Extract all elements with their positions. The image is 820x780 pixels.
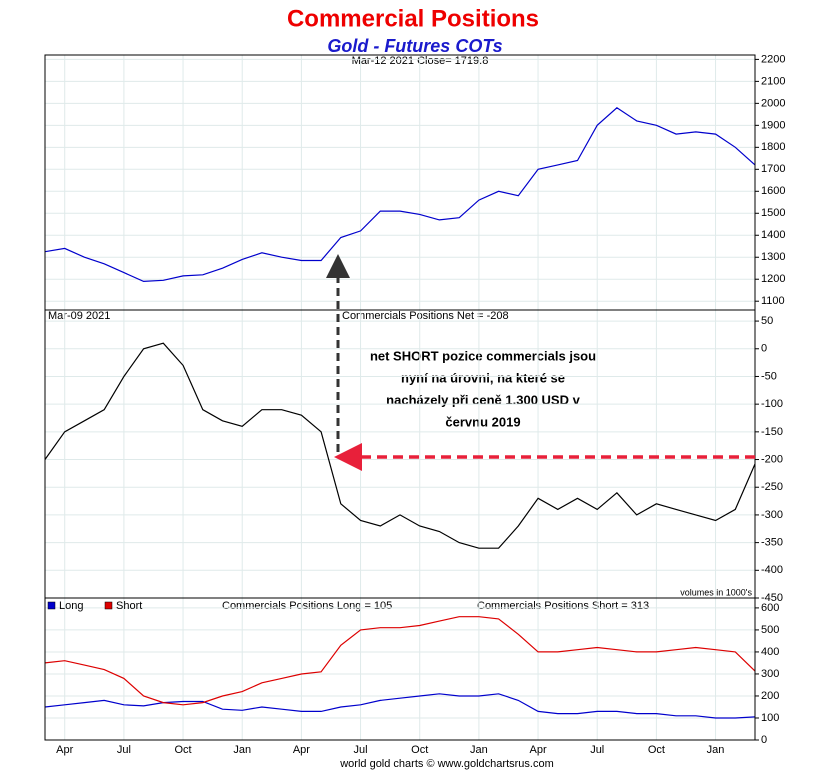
x-tick-label: Oct: [411, 744, 428, 756]
y-tick-label: 1100: [761, 295, 785, 307]
annotation-line: nyní na úrovni, na které se: [401, 370, 565, 385]
x-tick-label: Oct: [174, 744, 191, 756]
y-tick-label: 50: [761, 315, 773, 327]
y-tick-label: -100: [761, 398, 783, 410]
panel-header: Commercials Positions Net = -208: [342, 310, 509, 322]
y-tick-label: 1900: [761, 119, 785, 131]
series-line: [44, 616, 756, 706]
x-tick-label: Oct: [648, 744, 665, 756]
series-line: [44, 107, 756, 283]
legend-label: Short: [116, 600, 142, 612]
series-line: [44, 342, 756, 549]
y-tick-label: -50: [761, 370, 777, 382]
legend-swatch: [47, 601, 56, 610]
legend-swatch: [104, 601, 113, 610]
x-tick-label: Jul: [117, 744, 131, 756]
panel-frame: [44, 54, 756, 311]
y-tick-label: 100: [761, 712, 779, 724]
annotation: net SHORT pozice commercials jsou nyní na…: [370, 348, 596, 429]
x-tick-label: Jan: [470, 744, 488, 756]
y-tick-label: 200: [761, 690, 779, 702]
y-tick-label: 0: [761, 734, 767, 746]
source: world gold charts © www.goldchartsrus.co…: [339, 758, 554, 770]
y-tick-label: -400: [761, 564, 783, 576]
y-tick-label: 1600: [761, 185, 785, 197]
x-tick-label: Jan: [233, 744, 251, 756]
annotation-line: nacházely při ceně 1.300 USD v: [386, 392, 580, 407]
y-tick-label: -150: [761, 426, 783, 438]
panel-header: Commercials Positions Long = 105: [222, 600, 392, 612]
y-tick-label: 1800: [761, 141, 785, 153]
x-tick-label: Apr: [293, 744, 310, 756]
panel-frame: [44, 597, 756, 741]
y-tick-label: -350: [761, 537, 783, 549]
x-tick-label: Apr: [529, 744, 546, 756]
series-line: [44, 693, 756, 719]
annotation-line: net SHORT pozice commercials jsou: [370, 348, 596, 363]
y-tick-label: 2000: [761, 97, 785, 109]
y-tick-label: 1400: [761, 229, 785, 241]
y-tick-label: 1200: [761, 273, 785, 285]
chart-title: Commercial Positions: [287, 5, 539, 32]
legend-label: Long: [59, 600, 83, 612]
panel-header: Mar-09 2021: [48, 310, 110, 322]
y-tick-label: 300: [761, 668, 779, 680]
x-tick-label: Jul: [590, 744, 604, 756]
y-tick-label: -300: [761, 509, 783, 521]
y-tick-label: 1700: [761, 163, 785, 175]
panel-header: Commercials Positions Short = 313: [477, 600, 649, 612]
x-tick-label: Jul: [354, 744, 368, 756]
x-tick-label: Apr: [56, 744, 73, 756]
y-tick-label: 400: [761, 646, 779, 658]
y-tick-label: -450: [761, 592, 783, 604]
y-tick-label: 2200: [761, 53, 785, 65]
y-tick-label: 2100: [761, 75, 785, 87]
annotation-line: červnu 2019: [445, 414, 520, 429]
y-tick-label: -250: [761, 481, 783, 493]
y-tick-label: 600: [761, 602, 779, 614]
y-tick-label: 500: [761, 624, 779, 636]
x-tick-label: Jan: [707, 744, 725, 756]
y-tick-label: 1300: [761, 251, 785, 263]
y-tick-label: 1500: [761, 207, 785, 219]
y-tick-label: -200: [761, 453, 783, 465]
y-tick-label: 0: [761, 343, 767, 355]
chart-subtitle: Gold - Futures COTs: [327, 36, 502, 56]
units-note: volumes in 1000's: [680, 587, 752, 597]
